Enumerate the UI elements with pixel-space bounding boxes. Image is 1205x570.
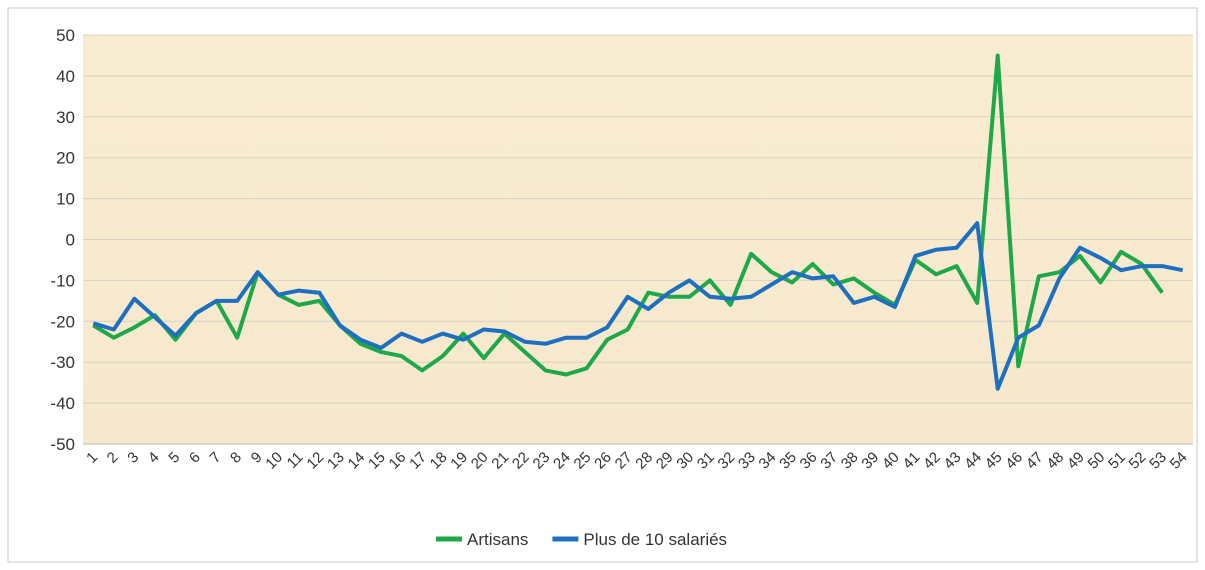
y-tick-label: 30	[56, 108, 75, 127]
y-tick-label: -20	[50, 312, 75, 331]
y-tick-label: -30	[50, 353, 75, 372]
y-tick-label: -50	[50, 435, 75, 454]
y-tick-label: -10	[50, 271, 75, 290]
y-tick-label: 0	[66, 231, 75, 250]
series-line	[92, 221, 1184, 391]
legend-label: Plus de 10 salariés	[583, 530, 727, 549]
y-tick-label: 10	[56, 190, 75, 209]
y-tick-label: 50	[56, 26, 75, 45]
legend-label: Artisans	[467, 530, 528, 549]
y-tick-label: 20	[56, 149, 75, 168]
y-tick-label: 40	[56, 67, 75, 86]
y-tick-label: -40	[50, 394, 75, 413]
